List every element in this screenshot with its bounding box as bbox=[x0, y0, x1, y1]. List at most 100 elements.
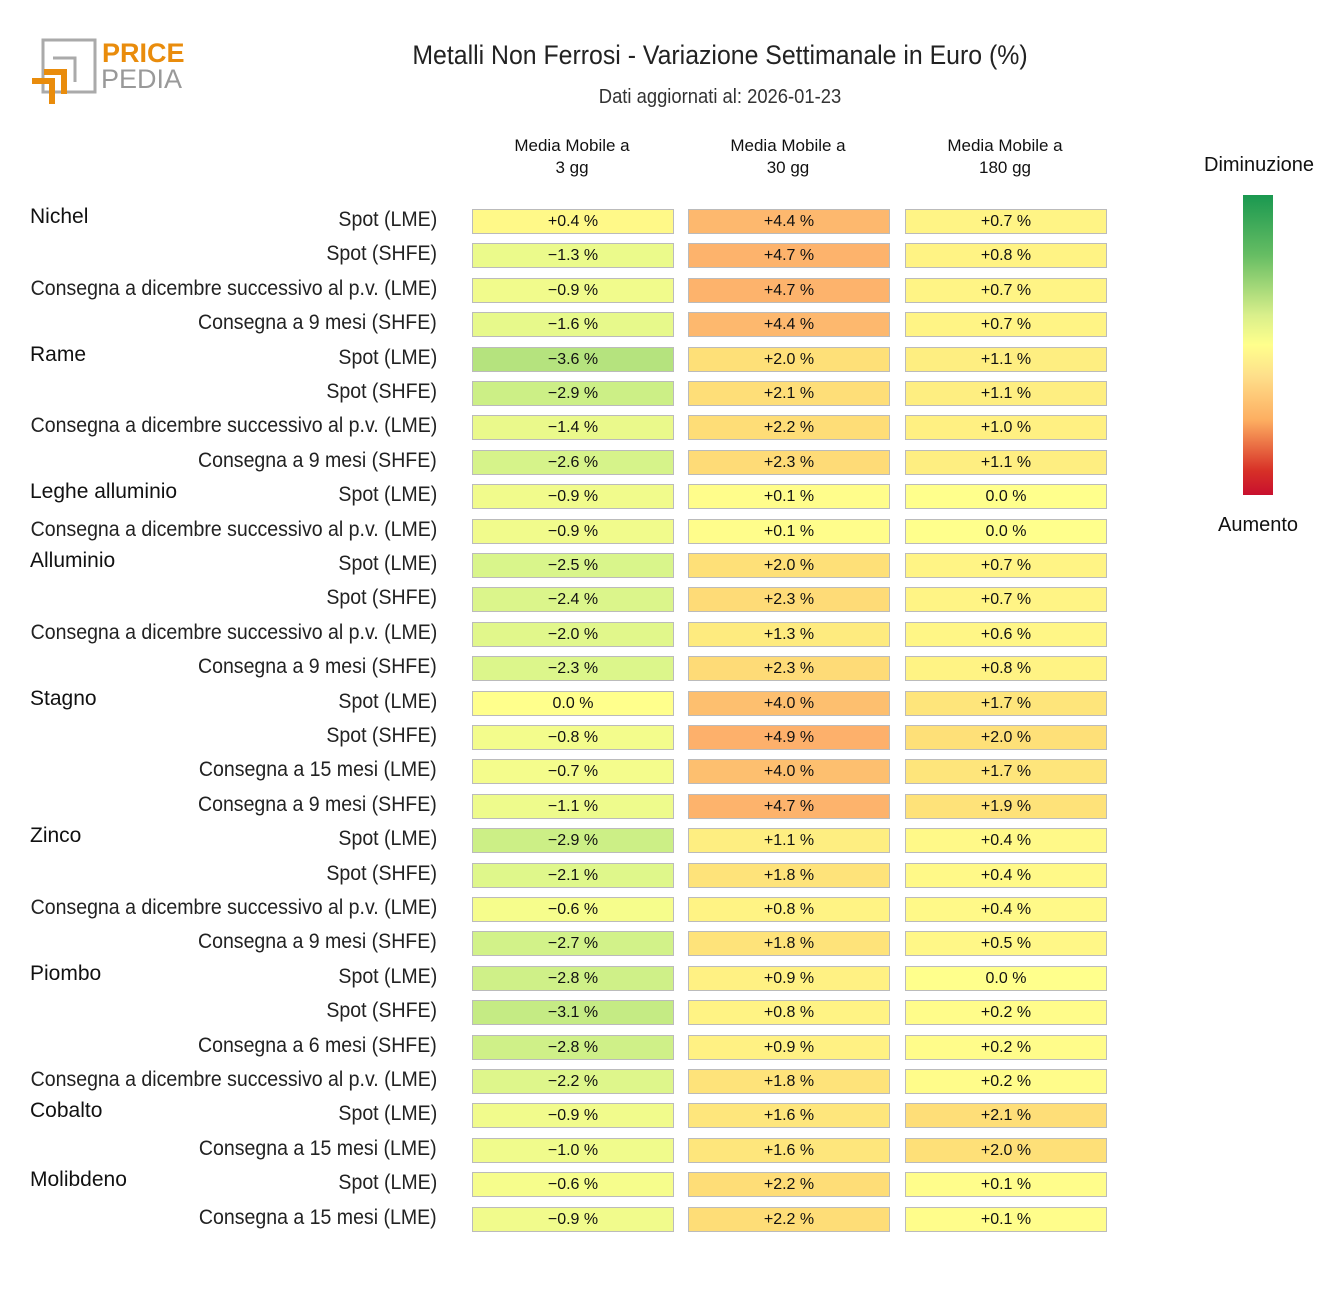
heatmap-cell: −2.9 % bbox=[472, 381, 674, 406]
heatmap-cell: −0.9 % bbox=[472, 1206, 674, 1232]
heatmap-cell: +0.7 % bbox=[905, 312, 1107, 338]
heatmap-cell: +2.0 % bbox=[905, 1137, 1107, 1163]
heatmap-cell: −2.2 % bbox=[472, 1069, 674, 1094]
heatmap-cell: +4.4 % bbox=[688, 209, 890, 234]
heatmap-cell: +2.1 % bbox=[905, 1103, 1107, 1129]
legend-bottom-label: Aumento bbox=[1218, 514, 1299, 536]
heatmap-cell: +1.0 % bbox=[905, 415, 1107, 441]
row-label: Consegna a 9 mesi (SHFE) bbox=[198, 311, 437, 335]
group-label-molibdeno: Molibdeno bbox=[30, 1168, 127, 1192]
row-label: Spot (SHFE) bbox=[326, 586, 437, 610]
heatmap-cell: +0.8 % bbox=[688, 1000, 890, 1026]
heatmap-cell: +2.2 % bbox=[688, 1206, 890, 1232]
heatmap-cell: −1.1 % bbox=[472, 793, 674, 819]
heatmap-cell: +1.8 % bbox=[688, 931, 890, 957]
group-label-zinco: Zinco bbox=[30, 824, 82, 848]
heatmap-cell: +0.8 % bbox=[905, 656, 1107, 682]
heatmap-cell: +0.1 % bbox=[905, 1172, 1107, 1198]
heatmap-cell: −2.9 % bbox=[472, 828, 674, 854]
row-label: Spot (SHFE) bbox=[326, 861, 437, 885]
row-label: Consegna a dicembre successivo al p.v. (… bbox=[30, 620, 437, 644]
heatmap-cell: −0.9 % bbox=[472, 277, 674, 303]
row-label: Spot (LME) bbox=[338, 552, 437, 575]
row-label: Consegna a dicembre successivo al p.v. (… bbox=[30, 414, 437, 438]
heatmap-cell: +2.1 % bbox=[688, 381, 890, 406]
heatmap-cell: −0.9 % bbox=[472, 518, 674, 544]
heatmap-cell: +4.7 % bbox=[688, 277, 890, 303]
row-label: Consegna a 6 mesi (SHFE) bbox=[198, 1033, 437, 1057]
heatmap-cell: −2.0 % bbox=[472, 621, 674, 647]
heatmap-cell: +0.9 % bbox=[688, 965, 890, 991]
heatmap-cell: +0.8 % bbox=[905, 243, 1107, 269]
heatmap-cell: +4.4 % bbox=[688, 312, 890, 338]
heatmap-cell: −2.8 % bbox=[472, 965, 674, 991]
heatmap-cell: +0.1 % bbox=[905, 1206, 1107, 1232]
heatmap-cell: +2.3 % bbox=[688, 449, 890, 475]
heatmap-cell: +0.4 % bbox=[905, 897, 1107, 922]
row-label: Consegna a dicembre successivo al p.v. (… bbox=[30, 517, 437, 541]
group-label-leghe-alluminio: Leghe alluminio bbox=[30, 480, 178, 504]
group-label-stagno: Stagno bbox=[30, 686, 97, 710]
heatmap-cell: +0.1 % bbox=[688, 484, 890, 510]
heatmap-cell: +0.8 % bbox=[688, 897, 890, 922]
heatmap-cell: +1.3 % bbox=[688, 621, 890, 647]
chart-title: Metalli Non Ferrosi - Variazione Settima… bbox=[412, 40, 1028, 70]
heatmap-cell: +0.4 % bbox=[905, 862, 1107, 888]
heatmap-cell: +0.7 % bbox=[905, 553, 1107, 578]
row-label: Spot (SHFE) bbox=[326, 999, 437, 1023]
heatmap-cell: +1.6 % bbox=[688, 1137, 890, 1163]
heatmap-cell: +1.1 % bbox=[905, 449, 1107, 475]
heatmap-cell: +1.8 % bbox=[688, 1069, 890, 1094]
heatmap-cell: 0.0 % bbox=[472, 690, 674, 716]
column-header: Media Mobile a 30 gg bbox=[730, 136, 846, 177]
row-label: Consegna a 9 mesi (SHFE) bbox=[198, 655, 437, 679]
row-label: Spot (LME) bbox=[338, 345, 437, 369]
heatmap-cell: +1.8 % bbox=[688, 862, 890, 888]
heatmap-cell: +4.0 % bbox=[688, 690, 890, 716]
heatmap-cell: +2.3 % bbox=[688, 587, 890, 613]
row-label: Consegna a dicembre successivo al p.v. (… bbox=[30, 1068, 437, 1091]
heatmap-cell: −0.9 % bbox=[472, 484, 674, 510]
heatmap-cell: +4.7 % bbox=[688, 243, 890, 269]
row-label: Spot (LME) bbox=[338, 1102, 437, 1126]
group-label-piombo: Piombo bbox=[30, 961, 102, 985]
heatmap-cell: −2.5 % bbox=[472, 553, 674, 578]
heatmap-cell: −1.0 % bbox=[472, 1137, 674, 1163]
heatmap-cell: +0.1 % bbox=[688, 518, 890, 544]
group-label-cobalto: Cobalto bbox=[30, 1099, 103, 1123]
heatmap-cell: −1.4 % bbox=[472, 415, 674, 441]
row-label: Consegna a dicembre successivo al p.v. (… bbox=[30, 276, 437, 300]
heatmap-cell: +1.7 % bbox=[905, 690, 1107, 716]
heatmap-cell: −1.3 % bbox=[472, 243, 674, 269]
heatmap-cell: +0.5 % bbox=[905, 931, 1107, 957]
row-label: Consegna a 15 mesi (LME) bbox=[199, 1136, 437, 1160]
heatmap-cell: +1.1 % bbox=[905, 346, 1107, 372]
color-scale-bar bbox=[1243, 195, 1273, 495]
heatmap-cell: +0.6 % bbox=[905, 621, 1107, 647]
row-label: Consegna a 9 mesi (SHFE) bbox=[198, 930, 437, 954]
heatmap-cell: −0.6 % bbox=[472, 897, 674, 922]
heatmap-cell: +0.4 % bbox=[905, 828, 1107, 854]
row-label: Spot (LME) bbox=[338, 1171, 437, 1195]
column-header: Media Mobile a 180 gg bbox=[947, 136, 1063, 177]
heatmap-cell: −1.6 % bbox=[472, 312, 674, 338]
group-label-rame: Rame bbox=[30, 342, 87, 366]
row-label: Consegna a dicembre successivo al p.v. (… bbox=[30, 896, 437, 919]
heatmap-cell: −0.9 % bbox=[472, 1103, 674, 1129]
heatmap-cell: −2.8 % bbox=[472, 1034, 674, 1060]
group-label-alluminio: Alluminio bbox=[30, 549, 116, 572]
column-header: Media Mobile a 3 gg bbox=[514, 136, 630, 177]
row-label: Spot (SHFE) bbox=[326, 242, 437, 266]
heatmap-cell: +1.9 % bbox=[905, 793, 1107, 819]
logo-pedia: PEDIA bbox=[101, 64, 183, 94]
heatmap-cell: +2.0 % bbox=[688, 553, 890, 578]
heatmap-cell: −0.7 % bbox=[472, 759, 674, 785]
heatmap-cell: +4.9 % bbox=[688, 725, 890, 750]
heatmap-cell: +0.7 % bbox=[905, 209, 1107, 234]
heatmap-cell: −2.4 % bbox=[472, 587, 674, 613]
pricepedia-logo bbox=[32, 38, 97, 104]
heatmap-cell: +0.4 % bbox=[472, 209, 674, 234]
heatmap-cell: +1.1 % bbox=[688, 828, 890, 854]
row-label: Spot (LME) bbox=[338, 483, 437, 507]
row-label: Spot (LME) bbox=[338, 827, 437, 851]
